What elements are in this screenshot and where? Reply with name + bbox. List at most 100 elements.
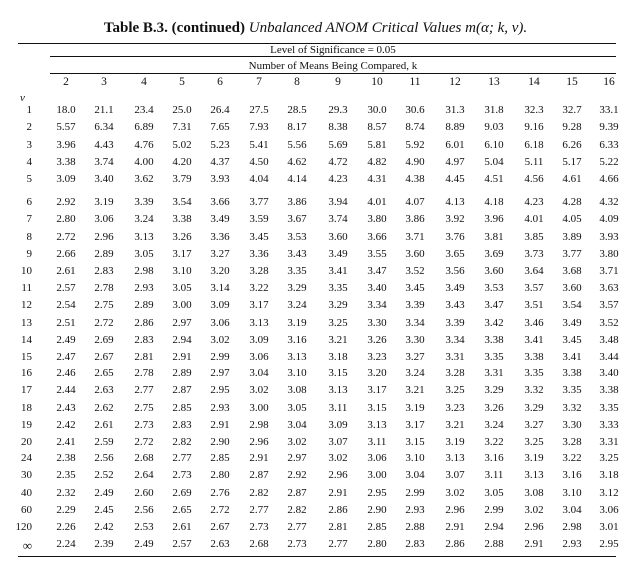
table-cell: 3.09: [328, 418, 348, 431]
level-caption: Level of Significance = 0.05: [270, 44, 396, 56]
table-cell: 2.75: [134, 401, 154, 414]
table-cell: 3.43: [287, 247, 307, 260]
table-cell: 2.81: [328, 521, 348, 534]
table-cell: 3.38: [524, 351, 544, 364]
table-cell: 2.38: [56, 452, 76, 464]
table-cell: 3.77: [249, 196, 269, 208]
table-cell: 3.80: [367, 213, 387, 226]
row-label: 4: [26, 155, 33, 168]
table-cell: 3.17: [249, 299, 269, 312]
table-cell: 3.68: [562, 265, 582, 278]
table-cell: 3.04: [249, 367, 269, 379]
table-cell: 3.05: [484, 486, 504, 499]
table-cell: 30.0: [367, 104, 387, 116]
table-cell: 21.1: [94, 104, 114, 116]
table-cell: 3.74: [94, 155, 114, 168]
table-cell: 3.53: [287, 230, 307, 243]
table-cell: 4.28: [562, 196, 582, 208]
row-label: 18: [21, 401, 32, 414]
header-rule: [50, 73, 616, 74]
table-cell: 3.05: [172, 282, 192, 294]
table-cell: 2.99: [484, 503, 504, 516]
column-header: 8: [294, 76, 300, 88]
column-header: 14: [528, 76, 540, 88]
row-label: 24: [21, 452, 32, 464]
row-label: 16: [21, 367, 32, 379]
table-cell: 2.67: [94, 351, 114, 364]
table-cell: 2.81: [134, 351, 154, 364]
table-cell: 3.60: [405, 247, 425, 260]
row-label: ∞: [22, 538, 32, 553]
table-cell: 7.31: [172, 121, 192, 134]
row-label: 14: [21, 333, 32, 346]
caption-rule: [50, 56, 616, 57]
table-cell: 3.13: [524, 469, 544, 482]
table-cell: 3.17: [367, 384, 387, 397]
table-cell: 3.39: [445, 316, 465, 329]
table-cell: 2.76: [210, 486, 230, 499]
table-cell: 3.71: [405, 230, 425, 243]
table-cell: 2.68: [134, 452, 154, 464]
table-cell: 3.15: [328, 367, 348, 379]
table-cell: 2.46: [56, 367, 76, 379]
table-cell: 26.4: [210, 104, 230, 116]
table-cell: 4.38: [405, 173, 425, 186]
table-cell: 4.76: [134, 138, 154, 151]
table-cell: 32.3: [524, 104, 544, 116]
nu-label: ν: [20, 92, 25, 104]
top-rule: [18, 43, 616, 44]
table-cell: 3.30: [405, 333, 425, 346]
table-cell: 3.57: [599, 299, 619, 312]
column-header: 16: [603, 76, 615, 88]
table-cell: 2.83: [405, 538, 425, 550]
table-cell: 2.88: [484, 538, 504, 550]
table-cell: 3.76: [445, 230, 465, 243]
table-cell: 2.97: [172, 316, 192, 329]
table-cell: 4.31: [367, 173, 387, 186]
table-cell: 3.53: [484, 282, 504, 294]
table-cell: 3.96: [56, 138, 76, 151]
table-cell: 2.68: [249, 538, 269, 550]
table-cell: 3.07: [328, 436, 348, 449]
table-cell: 2.95: [367, 486, 387, 499]
table-cell: 4.18: [484, 196, 504, 208]
table-cell: 2.93: [405, 503, 425, 516]
table-cell: 3.22: [562, 452, 582, 464]
table-cell: 2.80: [56, 213, 76, 226]
table-cell: 3.79: [172, 173, 192, 186]
table-cell: 2.94: [484, 521, 504, 534]
table-cell: 4.51: [484, 173, 504, 186]
table-cell: 3.39: [134, 196, 154, 208]
table-cell: 3.06: [210, 316, 230, 329]
table-cell: 6.34: [94, 121, 114, 134]
table-cell: 9.39: [599, 121, 619, 134]
table-cell: 3.49: [210, 213, 230, 226]
table-cell: 2.72: [134, 436, 154, 449]
table-cell: 3.25: [445, 384, 465, 397]
table-cell: 3.11: [367, 436, 387, 449]
table-cell: 3.74: [328, 213, 348, 226]
table-cell: 3.19: [524, 452, 544, 464]
table-cell: 6.33: [599, 138, 619, 151]
table-cell: 2.87: [172, 384, 192, 397]
table-cell: 3.54: [172, 196, 192, 208]
table-cell: 3.38: [599, 384, 619, 397]
table-cell: 2.96: [94, 230, 114, 243]
table-cell: 3.09: [249, 333, 269, 346]
table-cell: 4.05: [562, 213, 582, 226]
column-header: 15: [566, 76, 578, 88]
table-cell: 3.27: [210, 247, 230, 260]
bottom-rule: [18, 556, 616, 557]
table-cell: 3.10: [287, 367, 307, 379]
row-label: 40: [21, 486, 32, 499]
table-cell: 8.38: [328, 121, 348, 134]
table-cell: 2.82: [287, 503, 307, 516]
table-cell: 3.10: [405, 452, 425, 464]
table-cell: 2.77: [249, 503, 269, 516]
table-cell: 3.12: [599, 486, 619, 499]
table-cell: 2.83: [172, 418, 192, 431]
table-cell: 2.92: [56, 196, 76, 208]
table-cell: 2.65: [94, 367, 114, 379]
table-cell: 2.57: [56, 282, 76, 294]
table-cell: 2.63: [94, 384, 114, 397]
